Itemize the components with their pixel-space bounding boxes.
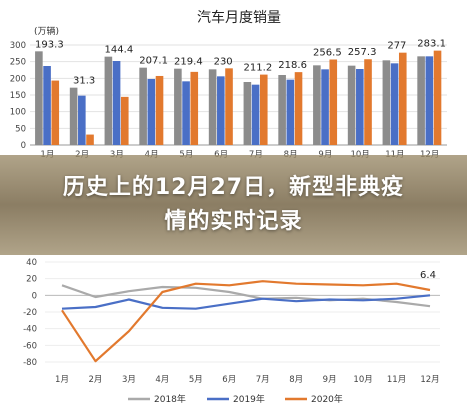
x-tick-label: 10月 (353, 375, 372, 385)
x-tick-label: 5月 (189, 375, 203, 385)
bar-data-label: 193.3 (35, 39, 64, 50)
line-series-2019年 (61, 294, 431, 310)
bar-2020年-10月 (364, 59, 372, 145)
y-tick-label: -60 (23, 341, 37, 351)
line-data-label: 6.4 (420, 270, 436, 281)
bar-2019年-4月 (147, 79, 156, 145)
bar-2019年-8月 (286, 79, 295, 145)
bar-2020年-6月 (225, 68, 233, 145)
bar-2019年-2月 (78, 95, 86, 145)
bar-2019年-11月 (390, 63, 399, 146)
bar-data-label: 256.5 (313, 48, 342, 59)
line-series-2020年 (61, 280, 431, 363)
bar-data-label: 207.1 (139, 56, 168, 67)
x-tick-label: 8月 (289, 375, 303, 385)
y-tick-label: -20 (23, 308, 37, 318)
bar-2019年-9月 (321, 69, 329, 145)
bar-data-label: 283.1 (417, 39, 446, 50)
bar-2020年-8月 (294, 72, 303, 145)
x-tick-label: 12月 (420, 375, 439, 385)
bar-2018年-1月 (35, 51, 43, 146)
x-tick-label: 6月 (222, 375, 236, 385)
bar-data-label: 211.2 (244, 63, 273, 74)
bar-2018年-8月 (278, 75, 286, 145)
bar-2018年-3月 (104, 56, 113, 145)
chart-title: 汽车月度销量 (197, 9, 281, 26)
bar-2020年-7月 (259, 74, 268, 145)
bar-data-label: 31.3 (73, 76, 95, 87)
bar-2018年-9月 (313, 65, 321, 145)
bar-2019年-3月 (112, 61, 121, 145)
bar-2020年-2月 (86, 134, 94, 145)
bar-2020年-5月 (190, 71, 199, 145)
y-tick-label: 250 (10, 58, 26, 68)
x-tick-label: 9月 (323, 375, 337, 385)
bar-2018年-6月 (208, 69, 217, 145)
y-tick-label: 100 (10, 108, 26, 118)
bar-data-label: 277 (387, 41, 406, 52)
bar-data-label: 144.4 (105, 45, 134, 56)
bar-data-label: 218.6 (278, 60, 307, 71)
y-tick-label: 50 (15, 124, 26, 134)
bar-2020年-4月 (155, 75, 164, 145)
x-tick-label: 2月 (88, 375, 102, 385)
y-tick-label: 300 (10, 41, 26, 51)
y-tick-label: 20 (26, 275, 37, 285)
x-tick-label: 4月 (155, 375, 169, 385)
y-axis-unit-label: (万辆) (34, 25, 59, 37)
bar-2019年-6月 (217, 76, 225, 145)
y-tick-label: 0 (21, 141, 26, 151)
bar-2018年-7月 (243, 82, 252, 145)
legend-label: 2020年 (311, 393, 343, 405)
bar-2019年-10月 (356, 69, 364, 145)
legend-label: 2018年 (154, 393, 186, 405)
x-tick-label: 7月 (256, 375, 270, 385)
bar-2020年-11月 (398, 52, 407, 145)
bar-2018年-12月 (417, 56, 425, 146)
bar-2018年-10月 (347, 65, 356, 145)
bar-2019年-12月 (425, 56, 434, 146)
bar-2018年-5月 (174, 68, 182, 145)
y-tick-label: 0 (32, 291, 37, 301)
x-tick-label: 11月 (387, 375, 406, 385)
bar-2018年-11月 (382, 60, 391, 146)
bar-data-label: 219.4 (174, 57, 203, 68)
bar-data-label: 257.3 (348, 47, 377, 58)
headline-text: 历史上的12月27日，新型非典疫情的实时记录 (62, 175, 405, 234)
x-tick-label: 3月 (122, 375, 136, 385)
headline-banner: 历史上的12月27日，新型非典疫情的实时记录 (0, 155, 467, 255)
bar-2020年-9月 (329, 59, 338, 145)
bar-2020年-3月 (120, 96, 129, 145)
bar-data-label: 230 (214, 56, 233, 67)
y-tick-label: 200 (10, 74, 26, 84)
legend-label: 2019年 (233, 393, 265, 405)
x-tick-label: 1月 (55, 375, 69, 385)
y-tick-label: -80 (23, 358, 37, 368)
y-tick-label: -40 (23, 325, 37, 335)
bar-2019年-5月 (182, 81, 190, 145)
bar-2019年-7月 (251, 84, 260, 145)
bar-2020年-12月 (433, 50, 442, 146)
y-tick-label: 150 (10, 91, 26, 101)
bar-2018年-4月 (139, 67, 147, 145)
bar-2018年-2月 (69, 87, 78, 145)
bar-2019年-1月 (43, 66, 51, 145)
y-tick-label: 40 (26, 258, 37, 268)
bar-2020年-1月 (51, 80, 60, 145)
monthly-sales-bar-chart: 汽车月度销量(万辆)0501001502002503001月193.32月31.… (10, 9, 447, 160)
